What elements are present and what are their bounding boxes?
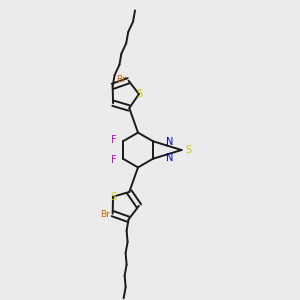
Text: F: F: [111, 135, 117, 146]
Text: Br: Br: [116, 75, 126, 84]
Text: S: S: [136, 88, 142, 98]
Text: N: N: [166, 137, 173, 148]
Text: F: F: [111, 154, 117, 165]
Text: S: S: [111, 192, 117, 202]
Text: S: S: [185, 145, 191, 155]
Text: N: N: [166, 152, 173, 163]
Text: Br: Br: [100, 210, 110, 219]
